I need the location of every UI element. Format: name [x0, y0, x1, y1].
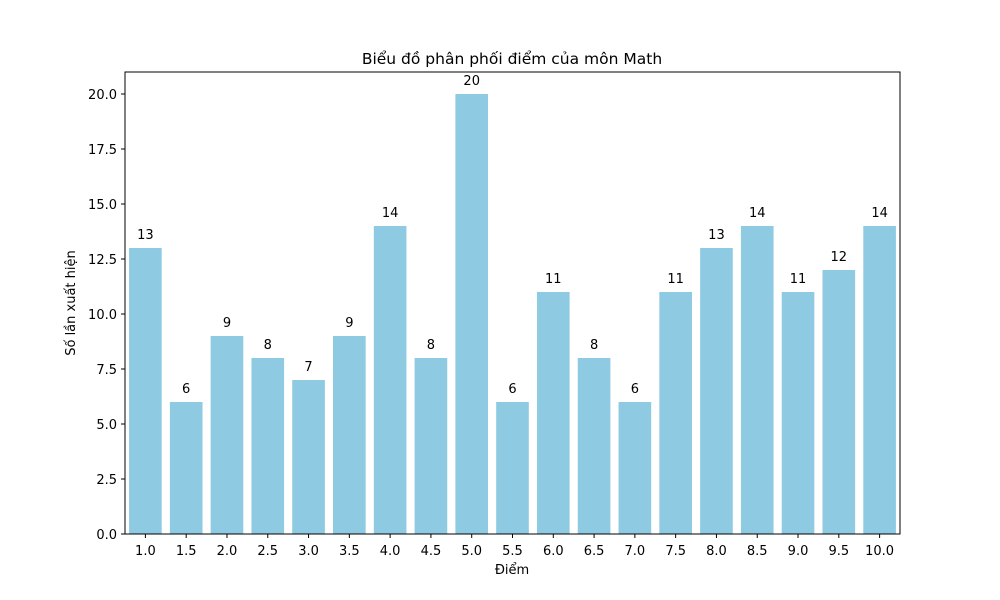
x-axis-title: Điểm	[495, 563, 529, 578]
x-tick-label: 4.0	[380, 544, 401, 559]
y-axis-title: Số lần xuất hiện	[64, 250, 79, 356]
bar-value-label: 11	[790, 272, 807, 287]
bar-value-label: 9	[345, 316, 353, 331]
y-axis: 0.0 2.5 5.0 7.5 10.0 12.5 15.0 17.5 20.0	[88, 88, 125, 543]
bar-5.5	[496, 402, 529, 534]
bar-value-label: 6	[508, 382, 516, 397]
bar-value-label: 13	[708, 228, 725, 243]
y-tick-label: 12.5	[88, 253, 117, 268]
bar-6.5	[577, 358, 611, 534]
bar-value-label: 8	[590, 338, 598, 353]
x-tick-label: 3.0	[298, 544, 319, 559]
y-tick-label: 10.0	[88, 308, 117, 323]
y-tick-label: 0.0	[96, 528, 117, 543]
bar-value-label: 8	[264, 338, 272, 353]
x-tick-label: 9.0	[788, 544, 809, 559]
y-tick-label: 17.5	[88, 143, 117, 158]
bar-value-label: 8	[427, 338, 435, 353]
bar-labels-group: 13 6 9 8 7 9 14 8 20 6 11 8 6 11 13 14 11 12 14	[137, 74, 888, 397]
bar-value-label: 14	[749, 206, 766, 221]
bar-value-label: 6	[182, 382, 190, 397]
x-tick-label: 2.0	[217, 544, 238, 559]
x-tick-label: 3.5	[339, 544, 360, 559]
bar-1.0	[129, 248, 162, 534]
bar-2.0	[210, 336, 244, 534]
x-tick-label: 5.0	[461, 544, 482, 559]
y-tick-label: 15.0	[88, 198, 117, 213]
bar-9.5	[822, 270, 856, 534]
x-tick-label: 1.0	[135, 544, 156, 559]
bar-3.5	[333, 336, 366, 534]
plot-frame	[124, 71, 901, 535]
bar-7.5	[659, 292, 692, 534]
y-tick-label: 2.5	[96, 473, 117, 488]
y-tick-label: 7.5	[96, 363, 117, 378]
bar-10.0	[863, 226, 896, 534]
bar-8.0	[700, 248, 733, 534]
x-tick-label: 1.5	[176, 544, 197, 559]
x-tick-label: 8.5	[747, 544, 768, 559]
chart-title: Biểu đồ phân phối điểm của môn Math	[362, 50, 662, 68]
x-axis: 1.0 1.5 2.0 2.5 3.0 3.5 4.0 4.5 5.0 5.5 6.0 6.5 7.0 7…	[135, 534, 894, 559]
bar-8.5	[740, 226, 774, 534]
x-tick-label: 8.0	[706, 544, 727, 559]
bar-value-label: 11	[545, 272, 562, 287]
bar-4.5	[414, 358, 448, 534]
bar-value-label: 13	[137, 228, 154, 243]
bars-group	[129, 94, 896, 534]
bar-value-label: 11	[667, 272, 684, 287]
x-tick-label: 2.5	[257, 544, 278, 559]
bar-value-label: 6	[631, 382, 639, 397]
bar-1.5	[169, 402, 203, 534]
x-tick-label: 6.0	[543, 544, 564, 559]
bar-6.0	[536, 292, 570, 534]
bar-9.0	[781, 292, 815, 534]
bar-3.0	[292, 380, 325, 534]
bar-value-label: 20	[463, 74, 480, 89]
bar-4.0	[373, 226, 407, 534]
bar-2.5	[251, 358, 285, 534]
bar-value-label: 14	[382, 206, 399, 221]
bar-value-label: 14	[871, 206, 888, 221]
y-tick-label: 5.0	[96, 418, 117, 433]
x-tick-label: 4.5	[421, 544, 442, 559]
x-tick-label: 10.0	[865, 544, 894, 559]
bar-value-label: 7	[304, 360, 312, 375]
y-tick-label: 20.0	[88, 88, 117, 103]
x-tick-label: 7.5	[665, 544, 686, 559]
x-tick-label: 7.0	[625, 544, 646, 559]
x-tick-label: 9.5	[828, 544, 849, 559]
x-tick-label: 6.5	[584, 544, 605, 559]
x-tick-label: 5.5	[502, 544, 523, 559]
bar-value-label: 9	[223, 316, 231, 331]
bar-value-label: 12	[831, 250, 848, 265]
bar-5.0	[455, 94, 489, 534]
bar-7.0	[618, 402, 652, 534]
